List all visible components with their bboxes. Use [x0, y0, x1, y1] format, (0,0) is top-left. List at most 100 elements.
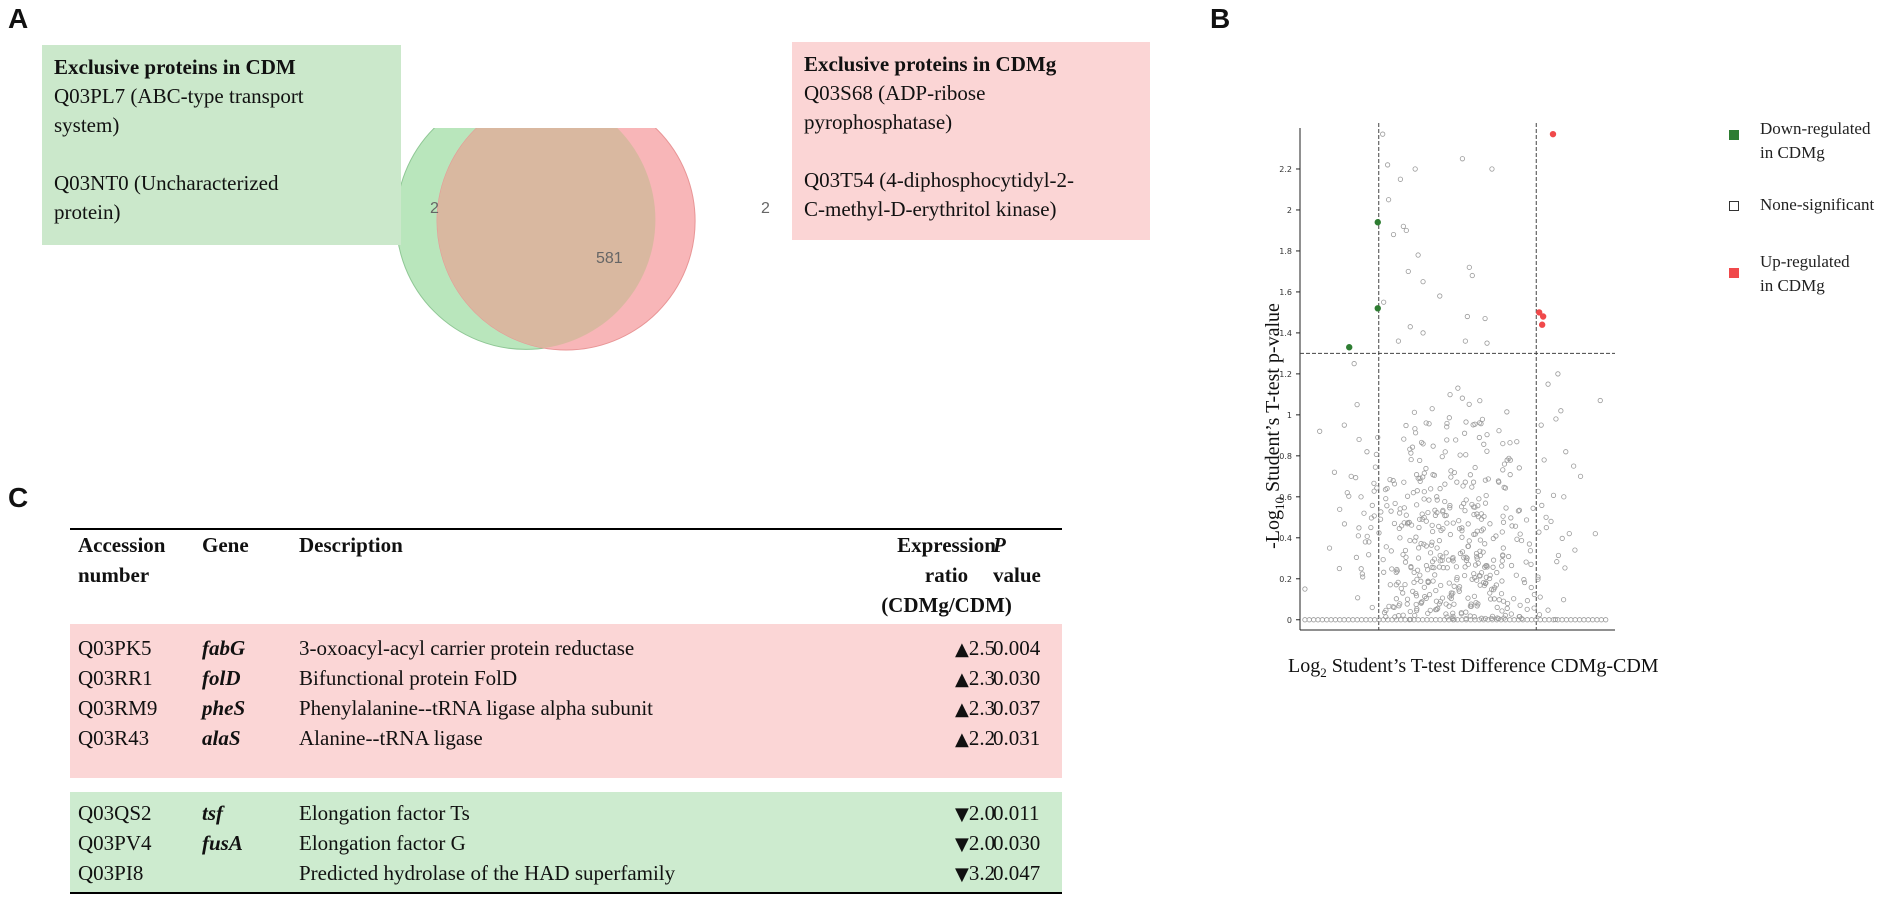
data-point-nonsignificant: [1328, 617, 1334, 623]
data-point-nonsignificant: [1420, 617, 1426, 623]
data-point-nonsignificant: [1500, 513, 1506, 519]
y-tick-label: 1.2: [1279, 370, 1292, 379]
ratio-number: 2.5: [968, 636, 996, 660]
data-point-nonsignificant: [1462, 338, 1468, 344]
data-point-nonsignificant: [1401, 520, 1407, 526]
description-cell: Elongation factor G: [299, 831, 466, 855]
data-point-nonsignificant: [1420, 279, 1426, 285]
accession-cell: Q03QS2: [78, 801, 152, 825]
data-point-nonsignificant: [1476, 496, 1482, 502]
data-point-nonsignificant: [1478, 511, 1485, 517]
data-point-nonsignificant: [1501, 461, 1508, 467]
data-point-nonsignificant: [1458, 504, 1465, 510]
expression-ratio-cell: ▼2.0: [850, 828, 1015, 860]
data-point-nonsignificant: [1536, 612, 1543, 618]
data-point-nonsignificant: [1397, 176, 1404, 182]
data-point-nonsignificant: [1507, 440, 1513, 446]
data-point-nonsignificant: [1433, 587, 1439, 594]
data-point-nonsignificant: [1450, 520, 1456, 526]
data-point-nonsignificant: [1508, 515, 1514, 521]
ratio-number: 2.0: [968, 801, 996, 825]
data-point-nonsignificant: [1459, 534, 1465, 540]
data-point-nonsignificant: [1472, 617, 1478, 623]
exclusive-cdm-title: Exclusive proteins in CDM: [54, 55, 296, 79]
data-point-nonsignificant: [1521, 579, 1528, 586]
data-point-nonsignificant: [1426, 592, 1433, 598]
data-point-nonsignificant: [1447, 531, 1453, 538]
y-tick-label: 1.4: [1279, 329, 1292, 338]
gene-cell: alaS: [202, 726, 241, 750]
panel-label-c: C: [8, 482, 29, 513]
data-point-nonsignificant: [1465, 521, 1471, 527]
y-tick-label: 0.8: [1279, 452, 1292, 461]
data-point-nonsignificant: [1467, 603, 1473, 609]
data-point-nonsignificant: [1499, 563, 1505, 569]
data-point-nonsignificant: [1354, 617, 1360, 623]
data-point-nonsignificant: [1488, 596, 1494, 602]
data-point-nonsignificant: [1405, 268, 1411, 275]
data-point-nonsignificant: [1425, 509, 1431, 516]
data-point-nonsignificant: [1415, 617, 1421, 623]
data-point-nonsignificant: [1475, 560, 1481, 566]
data-point-nonsignificant: [1398, 585, 1404, 592]
y-tick-label: 1.6: [1279, 288, 1292, 297]
p-value-cell: 0.047: [993, 861, 1041, 885]
data-point-nonsignificant: [1442, 449, 1448, 455]
data-point-nonsignificant: [1500, 519, 1507, 525]
data-point-nonsignificant: [1400, 590, 1406, 596]
table-row: Q03RR1 folD Bifunctional protein FolD ▲2.3 0…: [70, 663, 1062, 693]
accession-cell: Q03RM9: [78, 696, 158, 720]
data-point-nonsignificant: [1524, 617, 1530, 623]
data-point-nonsignificant: [1443, 611, 1449, 617]
ratio-value: ▼3.2: [955, 858, 1015, 890]
data-point-nonsignificant: [1408, 522, 1415, 528]
data-point-nonsignificant: [1414, 502, 1420, 508]
data-point-upregulated: [1536, 309, 1543, 316]
data-point-nonsignificant: [1434, 606, 1440, 613]
data-point-nonsignificant: [1374, 485, 1380, 491]
data-point-nonsignificant: [1386, 603, 1392, 609]
data-point-nonsignificant: [1541, 457, 1547, 463]
data-point-nonsignificant: [1491, 557, 1497, 563]
data-point-nonsignificant: [1383, 496, 1389, 502]
data-point-nonsignificant: [1457, 452, 1463, 458]
upregulated-band: [70, 624, 1062, 778]
data-point-nonsignificant: [1423, 465, 1429, 472]
data-point-nonsignificant: [1477, 537, 1483, 543]
data-point-nonsignificant: [1568, 617, 1574, 623]
header-gene: Gene: [202, 533, 249, 557]
data-point-nonsignificant: [1311, 617, 1317, 623]
data-point-nonsignificant: [1383, 544, 1389, 550]
p-value-cell: 0.031: [993, 726, 1041, 750]
data-point-nonsignificant: [1520, 617, 1526, 623]
data-point-nonsignificant: [1375, 434, 1381, 441]
data-point-nonsignificant: [1395, 579, 1401, 585]
data-point-nonsignificant: [1341, 617, 1347, 623]
data-point-nonsignificant: [1431, 472, 1438, 478]
data-point-nonsignificant: [1400, 223, 1406, 229]
data-point-nonsignificant: [1388, 508, 1394, 514]
data-point-nonsignificant: [1480, 549, 1486, 555]
data-point-nonsignificant: [1411, 579, 1417, 586]
data-point-nonsignificant: [1470, 422, 1476, 428]
data-point-nonsignificant: [1460, 483, 1466, 489]
data-point-nonsignificant: [1417, 457, 1423, 464]
data-point-nonsignificant: [1483, 574, 1489, 580]
data-point-nonsignificant: [1530, 505, 1536, 511]
venn-diagram: [395, 128, 696, 351]
data-point-nonsignificant: [1463, 609, 1469, 615]
data-point-nonsignificant: [1464, 555, 1470, 561]
data-point-nonsignificant: [1450, 555, 1456, 561]
data-point-nonsignificant: [1337, 617, 1343, 623]
data-point-nonsignificant: [1472, 531, 1478, 537]
data-point-nonsignificant: [1410, 588, 1416, 594]
data-point-nonsignificant: [1363, 617, 1369, 623]
venn-count-cdmg-only: 2: [761, 200, 770, 217]
data-point-nonsignificant: [1493, 533, 1499, 539]
data-point-nonsignificant: [1369, 604, 1375, 611]
data-point-nonsignificant: [1434, 494, 1440, 500]
data-point-nonsignificant: [1539, 502, 1545, 508]
data-point-nonsignificant: [1459, 525, 1465, 531]
data-point-nonsignificant: [1463, 497, 1469, 503]
data-point-nonsignificant: [1469, 501, 1475, 508]
